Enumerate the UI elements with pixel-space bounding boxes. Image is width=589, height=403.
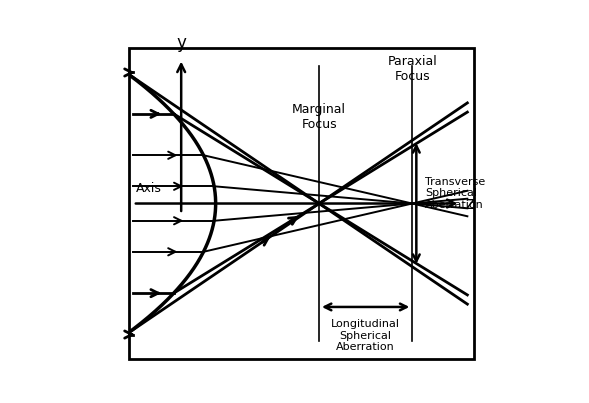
Text: y: y: [176, 34, 186, 52]
Text: Axis: Axis: [137, 182, 162, 195]
Text: z: z: [466, 195, 474, 212]
Text: Transverse
Spherical
Aberration: Transverse Spherical Aberration: [425, 177, 485, 210]
Text: Paraxial
Focus: Paraxial Focus: [388, 55, 437, 83]
Text: Longitudinal
Spherical
Aberration: Longitudinal Spherical Aberration: [331, 319, 400, 352]
Text: Marginal
Focus: Marginal Focus: [292, 103, 346, 131]
